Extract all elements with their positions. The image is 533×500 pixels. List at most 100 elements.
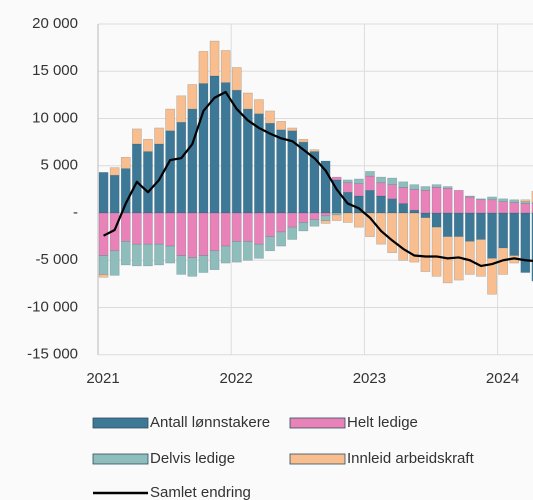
bar <box>276 231 286 247</box>
bar <box>298 139 309 143</box>
bar <box>309 219 320 227</box>
bar <box>342 212 353 223</box>
bar <box>498 201 508 214</box>
bar <box>476 212 486 240</box>
x-tick-label: 2024 <box>486 370 519 387</box>
bar <box>376 212 386 245</box>
bar <box>398 187 409 204</box>
bar <box>220 212 231 247</box>
bar <box>243 241 253 261</box>
bar <box>387 198 397 214</box>
bar <box>132 143 142 214</box>
y-tick-label: - <box>73 204 78 221</box>
bar <box>220 50 231 83</box>
bar <box>420 212 431 218</box>
bar <box>442 236 453 284</box>
bar <box>442 188 453 214</box>
y-tick-label: 10 000 <box>32 109 78 126</box>
bar <box>165 130 175 214</box>
bar <box>243 108 253 214</box>
bar <box>132 212 142 245</box>
bar <box>109 250 120 276</box>
bar <box>176 212 187 256</box>
bar <box>531 212 533 282</box>
bar <box>154 212 164 245</box>
bar <box>387 184 397 200</box>
bar <box>465 195 475 198</box>
bar <box>409 189 420 211</box>
bar <box>409 184 420 190</box>
bar <box>187 212 198 258</box>
bar <box>176 122 187 214</box>
bar <box>187 257 198 277</box>
x-tick-label: 2022 <box>220 370 253 387</box>
bar <box>420 186 431 191</box>
bar <box>476 239 486 277</box>
bar <box>509 199 520 203</box>
y-tick-label: 20 000 <box>32 15 78 32</box>
bar <box>165 108 175 132</box>
bar <box>243 92 253 110</box>
bar <box>231 212 242 242</box>
bar <box>98 255 109 275</box>
legend-swatch <box>289 453 346 465</box>
bar <box>198 212 209 256</box>
bar <box>132 243 142 267</box>
bar <box>487 212 497 259</box>
bar <box>376 176 386 184</box>
bar <box>487 199 497 214</box>
bar <box>109 174 120 214</box>
bar <box>387 212 397 253</box>
bar <box>354 178 364 184</box>
bar <box>487 258 497 295</box>
bar <box>165 245 175 264</box>
y-tick-label: -10 000 <box>27 298 78 315</box>
bar <box>431 187 442 214</box>
y-tick-label: -15 000 <box>27 346 78 363</box>
legend-label: Delvis ledige <box>150 450 235 467</box>
bar <box>476 198 486 201</box>
bar <box>143 151 153 214</box>
y-tick-label: 15 000 <box>32 62 78 79</box>
bar <box>165 212 175 247</box>
bar <box>409 209 420 214</box>
bar <box>98 172 109 214</box>
bar <box>354 212 364 228</box>
bar <box>509 202 520 214</box>
bar <box>276 212 286 233</box>
legend-label: Innleid arbeidskraft <box>347 450 475 467</box>
bar <box>254 99 264 115</box>
bar <box>431 184 442 188</box>
bar <box>298 212 309 223</box>
bar <box>287 127 298 132</box>
bar <box>420 190 431 214</box>
bar <box>431 226 442 277</box>
bar <box>342 179 353 184</box>
bar <box>265 236 275 252</box>
bar <box>309 212 320 220</box>
bar <box>109 167 120 176</box>
bar <box>209 40 220 77</box>
bar <box>376 195 386 214</box>
bar <box>376 182 386 197</box>
legend-swatch <box>92 417 149 429</box>
legend-label: Antall lønnstakere <box>150 414 270 431</box>
bar <box>331 214 342 221</box>
bar <box>220 82 231 214</box>
bar <box>143 212 153 245</box>
bar <box>309 149 320 152</box>
legend-label: Samlet endring <box>150 484 251 500</box>
bar <box>331 212 342 216</box>
bar <box>254 212 264 245</box>
bar <box>420 217 431 272</box>
bar <box>520 212 531 273</box>
bar <box>243 212 253 242</box>
bar <box>320 212 331 217</box>
bar <box>509 212 520 256</box>
bar <box>176 95 187 123</box>
bar <box>154 243 164 266</box>
bar <box>98 274 109 278</box>
bar <box>465 241 475 275</box>
bar <box>442 186 453 189</box>
